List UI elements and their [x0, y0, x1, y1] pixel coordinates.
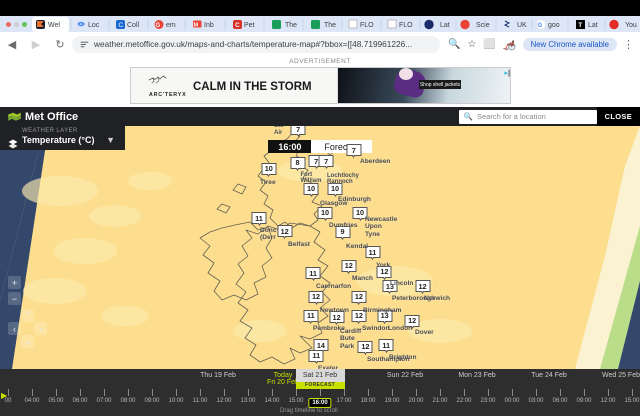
svg-text:G: G: [538, 23, 543, 29]
svg-text:Loc: Loc: [88, 22, 100, 29]
svg-text:C: C: [119, 22, 124, 29]
svg-text:em: em: [166, 22, 176, 29]
svg-text:Pet: Pet: [244, 22, 255, 29]
svg-text:Coll: Coll: [127, 22, 140, 29]
svg-text:Scie: Scie: [476, 22, 490, 29]
svg-text:G: G: [156, 23, 161, 29]
svg-text:UK: UK: [517, 22, 527, 29]
svg-text:M: M: [194, 22, 199, 28]
svg-text:C: C: [235, 22, 240, 29]
svg-text:FLO: FLO: [360, 22, 374, 29]
svg-text:FLO: FLO: [399, 22, 413, 29]
svg-text:The: The: [324, 22, 336, 29]
svg-text:Inb: Inb: [204, 22, 214, 29]
svg-text:You: You: [625, 22, 637, 29]
svg-text:Lat: Lat: [588, 22, 598, 29]
svg-text:goo: goo: [548, 22, 560, 29]
svg-text:Wel: Wel: [48, 22, 60, 29]
svg-text:Lat: Lat: [440, 22, 450, 29]
svg-text:T: T: [578, 22, 582, 29]
svg-text:The: The: [285, 22, 297, 29]
